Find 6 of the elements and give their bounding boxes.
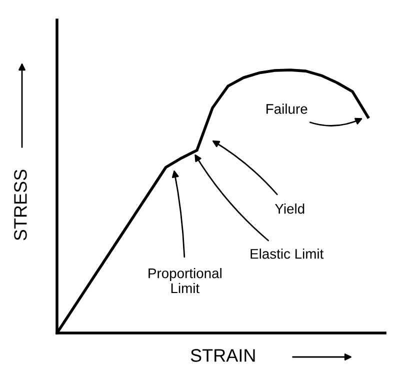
annotation: Yield xyxy=(275,204,304,214)
x-axis-title: STRAIN xyxy=(190,349,255,362)
annotation: Proportional Limit xyxy=(148,268,222,294)
annotation: Elastic Limit xyxy=(250,248,324,259)
y-axis-title: STRESS xyxy=(14,170,27,240)
annotation: Failure xyxy=(266,104,308,114)
